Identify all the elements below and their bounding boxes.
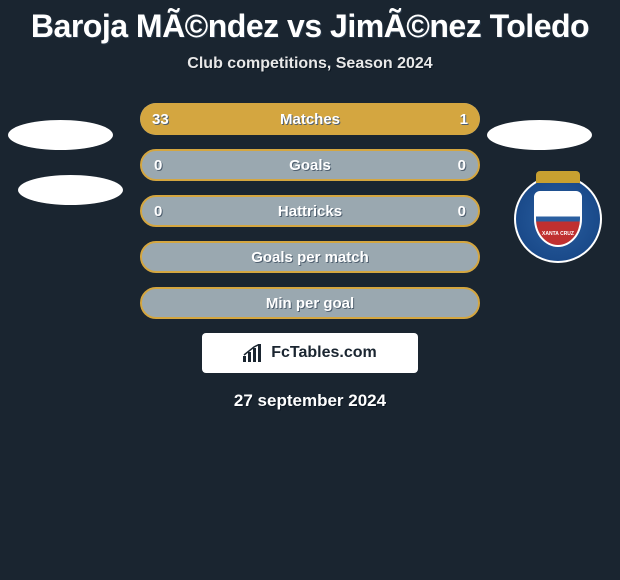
stat-value-left: 33 [152,111,169,128]
stat-row-mpg: Min per goal [0,287,620,319]
bars-chart-icon [243,344,265,362]
stats-area: 33 Matches 1 0 Goals 0 0 Hattricks 0 G [0,103,620,411]
stat-label: Min per goal [266,295,354,312]
page-title: Baroja MÃ©ndez vs JimÃ©nez Toledo [0,0,620,45]
date-line: 27 september 2024 [0,391,620,411]
stat-row-gpm: Goals per match [0,241,620,273]
stat-bar-hattricks: 0 Hattricks 0 [140,195,480,227]
attribution-text: FcTables.com [271,344,377,362]
stat-value-right: 0 [458,203,466,220]
stat-row-hattricks: 0 Hattricks 0 [0,195,620,227]
subtitle: Club competitions, Season 2024 [0,55,620,73]
bar-right-fill [405,103,480,135]
stat-row-goals: 0 Goals 0 [0,149,620,181]
stat-label: Hattricks [278,203,342,220]
stat-bar-goals: 0 Goals 0 [140,149,480,181]
stat-bar-matches: 33 Matches 1 [140,103,480,135]
stat-value-left: 0 [154,157,162,174]
stat-bar-gpm: Goals per match [140,241,480,273]
comparison-card: Baroja MÃ©ndez vs JimÃ©nez Toledo Club c… [0,0,620,580]
bar-left-fill [140,103,405,135]
stat-value-right: 1 [460,111,468,128]
stat-label: Matches [280,111,340,128]
stat-value-left: 0 [154,203,162,220]
stat-label: Goals per match [251,249,369,266]
stat-bar-mpg: Min per goal [140,287,480,319]
stat-value-right: 0 [458,157,466,174]
stat-row-matches: 33 Matches 1 [0,103,620,135]
attribution-box: FcTables.com [202,333,418,373]
stat-label: Goals [289,157,331,174]
